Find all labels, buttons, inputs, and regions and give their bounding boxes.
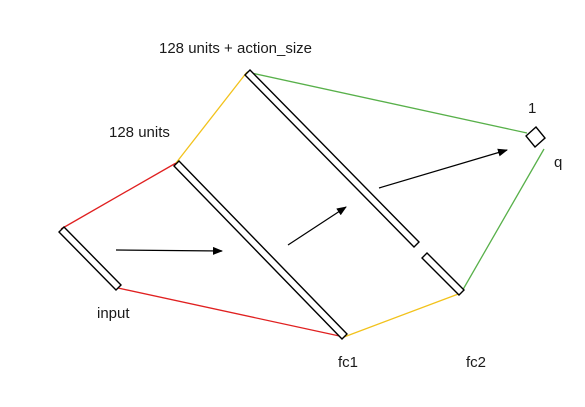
fc1-layer-label: fc1 (338, 354, 358, 371)
fc2-to-q-bottom-edge (460, 148, 545, 294)
output-size-label: 1 (528, 100, 536, 117)
fc1-to-fc2-top-edge (175, 71, 248, 164)
flow-arrow-input-to-fc1 (115, 246, 223, 255)
input-layer-label: input (97, 305, 130, 322)
input-to-fc1-top-edge (60, 162, 177, 230)
input-layer-bar (58, 226, 122, 291)
fc1-to-fc2-bottom-edge (343, 292, 462, 338)
fc2-layer-bar-upper (244, 69, 420, 248)
fc2-layer-bar-lower (421, 252, 465, 296)
fc2-to-q-top-edge (246, 71, 528, 134)
input-to-fc1-bottom-edge (117, 287, 345, 338)
fc1-layer-bar (173, 160, 348, 340)
flow-arrow-fc1-to-fc2 (287, 206, 347, 246)
top-layer-size-label: 128 units + action_size (159, 40, 312, 57)
output-name-label: q (554, 154, 562, 171)
fc2-layer-label: fc2 (466, 354, 486, 371)
flow-arrow-fc2-to-q (378, 148, 508, 189)
q-output-node (525, 125, 546, 149)
mid-layer-size-label: 128 units (109, 124, 170, 141)
